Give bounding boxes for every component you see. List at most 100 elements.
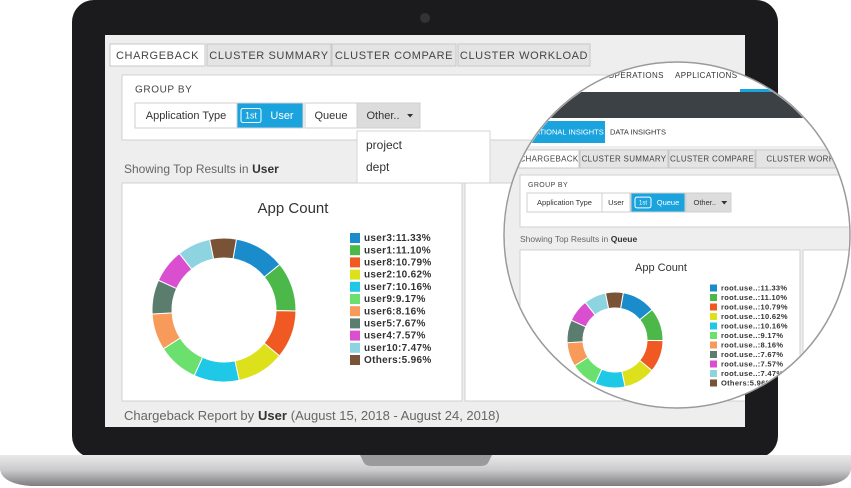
legend-label: user5:7.67% — [364, 319, 426, 330]
legend-swatch — [350, 330, 360, 341]
zoom-tab[interactable] — [755, 149, 851, 169]
showing-text: Showing Top Results in Queue — [520, 234, 637, 244]
legend-swatch — [710, 351, 717, 358]
showing-text-part: Queue — [611, 234, 638, 244]
showing-text-part: User — [252, 162, 279, 176]
group-option-label: User — [270, 110, 294, 122]
group-label: GROUP BY — [528, 182, 568, 189]
group-option[interactable] — [134, 102, 238, 129]
zoom-tab-label: CLUSTER COMPARE — [670, 155, 754, 164]
showing-text-part: Showing Top Results in — [520, 234, 608, 244]
legend-label: user3:11.33% — [364, 233, 431, 244]
tab-label: CHARGEBACK — [116, 50, 199, 62]
zoom-tab[interactable] — [668, 149, 756, 169]
legend-label: user1:11.10% — [364, 245, 431, 256]
legend-swatch — [710, 360, 717, 368]
tab[interactable] — [109, 43, 206, 67]
legend-swatch — [350, 306, 360, 317]
nav-item[interactable]: OPERATIONS — [608, 71, 664, 80]
legend-label: Others:5.96% — [364, 355, 432, 366]
legend-label: root.use..:7.47% — [721, 369, 783, 378]
legend-label: root.use..:11.10% — [721, 293, 787, 302]
legend-label: user4:7.57% — [364, 331, 426, 342]
dropdown-item[interactable]: dept — [366, 160, 390, 174]
legend-swatch — [710, 303, 717, 311]
legend-swatch — [350, 233, 360, 243]
rank-badge: 1st — [245, 110, 257, 120]
rank-badge-box — [634, 196, 652, 209]
tab[interactable] — [206, 43, 332, 67]
tab[interactable] — [457, 43, 591, 67]
group-option-label: Application Type — [146, 110, 227, 122]
legend-swatch — [350, 257, 360, 268]
legend-swatch — [710, 332, 717, 339]
caret — [721, 201, 728, 205]
legend-swatch — [710, 313, 717, 320]
report-title-part: Chargeback Report by — [124, 408, 255, 423]
subnav-item[interactable]: DATA INSIGHTS — [610, 127, 666, 136]
legend-swatch — [710, 284, 717, 292]
zoom-view: OPERATIONS APPLICATIONS ATIONAL INSIGHTS DA… — [505, 63, 851, 407]
zoom-tab-label: CLUSTER SUMMARY — [582, 155, 667, 164]
camera — [420, 13, 430, 23]
donut-slice — [209, 237, 238, 260]
legend-label: root.use..:10.79% — [721, 302, 788, 311]
legend-swatch — [350, 318, 360, 329]
laptop-notch — [360, 455, 492, 466]
report-title-part: (August 15, 2018 - August 24, 2018) — [291, 408, 500, 423]
legend-label: user8:10.79% — [364, 258, 432, 269]
group-label: GROUP BY — [135, 85, 192, 96]
legend-swatch — [350, 294, 360, 304]
legend-swatch — [710, 379, 717, 387]
group-option[interactable] — [236, 102, 304, 129]
legend-swatch — [350, 281, 360, 292]
group-option[interactable] — [304, 102, 358, 129]
report-title: Chargeback Report by User (August 15, 2018… — [124, 408, 500, 423]
tab[interactable] — [331, 43, 457, 67]
dropdown-item[interactable]: project — [366, 138, 403, 152]
group-option[interactable] — [630, 192, 686, 213]
subnav-item: ATIONAL INSIGHTS — [535, 127, 604, 136]
legend-swatch — [710, 341, 717, 349]
group-option-label: Queue — [657, 198, 680, 207]
tab-label: CLUSTER WORKLOAD — [460, 50, 588, 62]
legend-swatch — [710, 322, 717, 330]
report-title-part: User — [258, 408, 287, 423]
tab-label: CLUSTER COMPARE — [335, 50, 453, 62]
legend-label: root.use..:11.33% — [721, 283, 787, 292]
group-option-label: Other.. — [693, 198, 716, 207]
legend-swatch — [350, 355, 360, 365]
legend-label: user6:8.16% — [364, 306, 426, 317]
nav-item[interactable]: APPLICATIONS — [675, 71, 737, 80]
legend-label: root.use..:8.16% — [721, 340, 783, 349]
rank-badge-box — [240, 108, 262, 123]
legend-label: user2:10.62% — [364, 270, 432, 281]
group-option-label: Application Type — [537, 198, 592, 207]
zoom-tab[interactable] — [579, 149, 669, 169]
group-option[interactable] — [601, 192, 631, 213]
chart-panel — [802, 249, 849, 407]
legend-swatch — [350, 342, 360, 353]
chart-title: App Count — [635, 262, 687, 274]
showing-text: Showing Top Results in User — [124, 162, 279, 176]
legend-label: user10:7.47% — [364, 343, 432, 354]
tab-label: CLUSTER SUMMARY — [209, 50, 328, 62]
group-option-label: Other.. — [366, 110, 399, 122]
legend-label: Others:5.96% — [721, 378, 773, 387]
donut-slice — [604, 291, 624, 310]
legend-swatch — [710, 294, 717, 301]
zoom-tab-label: CHARGEBACK — [519, 155, 578, 164]
rank-badge: 1st — [639, 201, 647, 207]
nav-underline — [740, 89, 780, 92]
legend-label: root.use..:10.16% — [721, 321, 788, 330]
caret — [407, 114, 414, 118]
group-option-label: Queue — [314, 110, 347, 122]
legend-label: root.use..:7.67% — [721, 350, 783, 359]
zoom-tab-label: CLUSTER WORKLO — [766, 155, 845, 164]
group-option[interactable] — [685, 192, 732, 213]
chart-title: App Count — [258, 200, 330, 217]
legend-label: root.use..:10.62% — [721, 312, 788, 321]
legend-swatch — [350, 245, 360, 256]
legend-swatch — [350, 269, 360, 280]
